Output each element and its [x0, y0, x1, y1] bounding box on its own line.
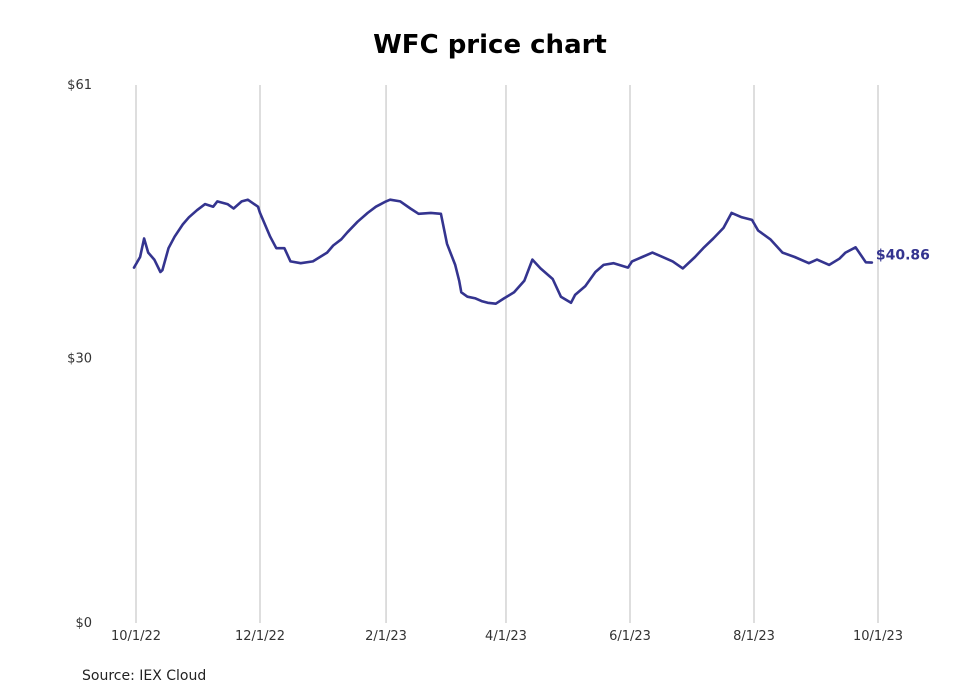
y-tick-label: $0: [75, 616, 92, 631]
last-price-label: $40.86: [876, 248, 930, 264]
x-tick-label: 10/1/22: [111, 629, 161, 644]
x-tick-label: 8/1/23: [733, 629, 775, 644]
x-tick-label: 2/1/23: [365, 629, 407, 644]
x-tick-label: 12/1/22: [235, 629, 285, 644]
chart-title: WFC price chart: [373, 30, 607, 60]
end-label-layer: $40.86: [876, 248, 930, 264]
x-tick-label: 6/1/23: [609, 629, 651, 644]
price-line-series-0: [132, 198, 874, 305]
series-layer: [132, 198, 874, 305]
source-note: Source: IEX Cloud: [82, 668, 207, 684]
y-tick-label: $61: [67, 78, 92, 93]
y-tick-label: $30: [67, 351, 92, 366]
y-axis: $0 $30 $61: [67, 78, 92, 631]
gridlines: [135, 85, 879, 623]
x-axis: 10/1/22 12/1/22 2/1/23 4/1/23 6/1/23 8/1/23 10…: [111, 629, 903, 644]
x-tick-label: 4/1/23: [485, 629, 527, 644]
x-tick-label: 10/1/23: [853, 629, 903, 644]
